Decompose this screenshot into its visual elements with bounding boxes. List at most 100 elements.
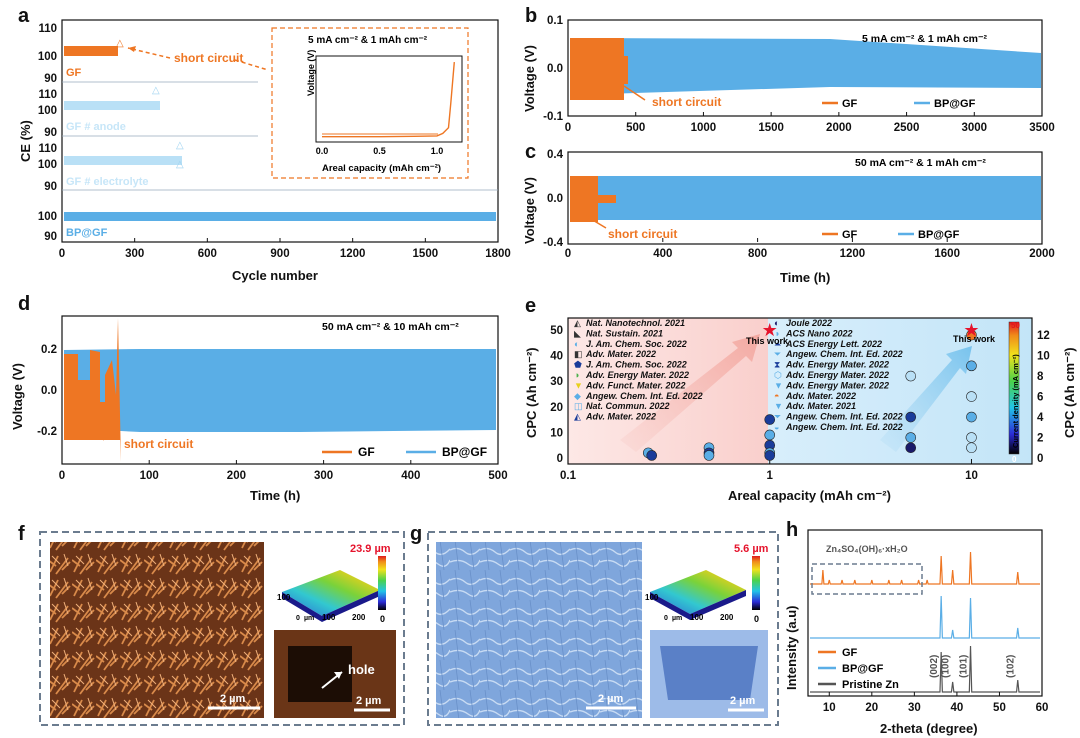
x-tick-label: 2000 [826,122,852,134]
x-tick-label: 1800 [485,248,511,260]
panel-h-legend-zn: Pristine Zn [842,679,899,691]
panel-a-gf-triangle: △ [116,38,124,49]
panel-d-ticks: 0 100 200 300 400 500 0.2 0.0 -0.2 [37,344,507,482]
x-tick-label: 400 [653,248,672,260]
data-point [966,360,977,372]
panel-d-bp-series [64,349,496,432]
legend-entry: Adv. Mater. 2022 [585,349,656,359]
x-tick-label: 2500 [894,122,920,134]
panel-a-short-circuit: short circuit [174,51,243,65]
panel-h-series [810,551,1040,693]
panel-a-electrolyte-triangle: △ [176,140,184,151]
x-tick-label: 30 [908,702,921,714]
inset-x-tick-label: 0.5 [373,146,386,156]
panel-b-title: 5 mA cm⁻² & 1 mAh cm⁻² [862,33,988,45]
panel-g-axis-0: 0 [664,615,668,622]
legend-marker: ◒ [774,422,779,432]
x-tick-label: 50 [993,702,1006,714]
y-tick-label: 0.1 [547,15,564,27]
panel-g-height: 5.6 µm [734,543,769,555]
inset-x-tick-label: 0.0 [316,146,329,156]
panel-f-height: 23.9 µm [350,543,391,555]
panel-f-hole-region [288,646,352,702]
panel-c-legend-gf: GF [842,229,858,241]
y-tick-label: -0.1 [543,111,563,123]
legend-entry: Nat. Sustain. 2021 [586,328,663,338]
panel-g-scale-label-2: 2 µm [730,695,756,707]
x-tick-label: 0 [59,248,65,260]
panel-a-inset-ylabel: Voltage (V) [306,50,316,96]
legend-marker: ◧ [574,349,583,359]
panel-a-electrolyte-series [64,156,182,165]
panel-f-axis-100: 100 [277,593,291,602]
y-tick-label: 100 [38,105,57,117]
panel-f: f 2 µm 23.9 µm 0 100 0 µm 100 200 hole 2… [18,523,405,726]
x-tick-label: 20 [865,702,878,714]
panel-h-frame [807,529,1043,697]
y2-tick-label: 2 [1037,433,1043,445]
panel-label-c: c [525,141,536,163]
legend-entry: Adv. Energy Mater. 2022 [785,360,889,370]
panel-g-3d-map [650,570,746,614]
panel-label-d: d [18,293,30,315]
legend-entry: Adv. Mater. 2022 [785,391,856,401]
panel-a-inset-x-ticks: 0.0 0.5 1.0 [316,146,444,156]
legend-entry: J. Am. Chem. Soc. 2022 [586,339,687,349]
panel-c-legend-bp: BP@GF [918,229,960,241]
x-tick-label: 1200 [340,248,366,260]
panel-f-sem-image [50,542,264,718]
legend-marker: ▼ [774,380,783,390]
panel-c-ylabel: Voltage (V) [522,177,537,244]
panel-g-3d-map-edge [650,590,746,620]
panel-d-legend-gf: GF [358,445,375,459]
panel-c-bp-series [570,176,1041,220]
x-tick-label: 60 [1036,702,1049,714]
y2-tick-label: 6 [1037,392,1043,404]
panel-a-inset-title: 5 mA cm⁻² & 1 mAh cm⁻² [308,35,428,46]
legend-entry: ACS Nano 2022 [785,328,853,338]
y-tick-label: 110 [38,89,57,101]
panel-d-xlabel: Time (h) [250,488,300,503]
legend-entry: Adv. Energy Mater. 2022 [585,370,689,380]
this-work-star: ★ [762,320,778,340]
panel-b-ticks: 0 500 1000 1500 2000 2500 3000 3500 0.1 0.0 -0.1 [543,15,1055,134]
panel-f-frame [39,531,405,726]
y-tick-label: 40 [550,351,563,363]
legend-entry: Adv. Mater. 2021 [785,401,856,411]
legend-marker: ⏷ [773,349,781,359]
panel-b-short-circuit: short circuit [652,95,721,109]
y-tick-label: 100 [38,159,57,171]
legend-entry: ACS Energy Lett. 2022 [785,339,882,349]
data-point [905,411,917,423]
legend-marker: ⏷ [773,412,781,422]
panel-f-axis-um: µm [304,615,314,622]
panel-b-ylabel: Voltage (V) [522,45,537,112]
panel-d-ylabel: Voltage (V) [10,363,25,430]
panel-f-colorbar [378,556,386,610]
legend-entry: J. Am. Chem. Soc. 2022 [586,360,687,370]
legend-marker: ◭ [574,412,581,422]
x-tick-label: 10 [823,702,836,714]
panel-g-frame [427,531,779,726]
panel-a-bp-label: BP@GF [66,227,108,239]
panel-e-legend-left: ◭ Nat. Nanotechnol. 2021 ◣ Nat. Sustain. 20… [574,318,703,422]
x-tick-label: 1500 [413,248,439,260]
x-tick-label: 3500 [1029,122,1055,134]
legend-marker: ◐ [574,339,579,349]
y-tick-label: -0.2 [37,426,57,438]
peak-label: (101) [959,655,970,678]
legend-marker: ▼ [574,380,583,390]
panel-g-cross-section-shape [660,646,758,700]
y-tick-label: 0 [557,453,563,465]
y-tick-label: 0.0 [547,63,563,75]
panel-e-xlabel: Areal capacity (mAh cm⁻²) [728,488,891,503]
y2-tick-label: 8 [1037,371,1044,383]
panel-f-colorbar-zero: 0 [380,614,385,624]
panel-h-peak-labels: (002) (100) (101) (102) [929,655,1017,678]
data-point [905,432,917,443]
panel-b-legend-bp: BP@GF [934,98,976,110]
x-tick-label: 1200 [840,248,866,260]
data-point [764,450,776,461]
panel-g-colorbar [752,556,760,610]
